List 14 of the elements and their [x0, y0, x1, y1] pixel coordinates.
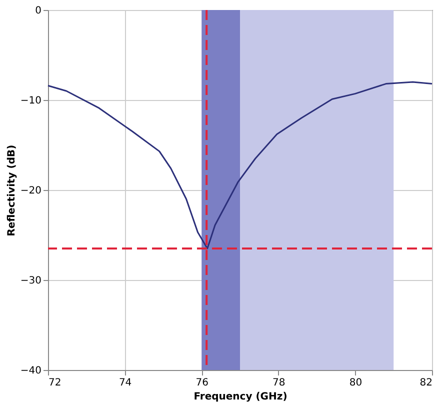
y-tick-label: −30 [20, 276, 42, 286]
x-tick-label: 74 [118, 378, 132, 388]
y-tick-label: −10 [20, 96, 42, 106]
x-tick-label: 80 [349, 378, 362, 388]
x-tick-label: 72 [48, 378, 62, 388]
x-tick-label: 76 [196, 378, 208, 388]
x-axis-title: Frequency (GHz) [194, 392, 288, 402]
y-tick-label: 0 [35, 6, 42, 16]
y-tick-label: −20 [20, 186, 42, 196]
x-tick-label: 78 [272, 378, 286, 388]
y-tick-label: −40 [20, 366, 42, 376]
x-tick-label: 82 [420, 378, 432, 388]
line-series [47, 81, 433, 250]
y-axis-title: Reflectivity (dB) [6, 144, 18, 236]
